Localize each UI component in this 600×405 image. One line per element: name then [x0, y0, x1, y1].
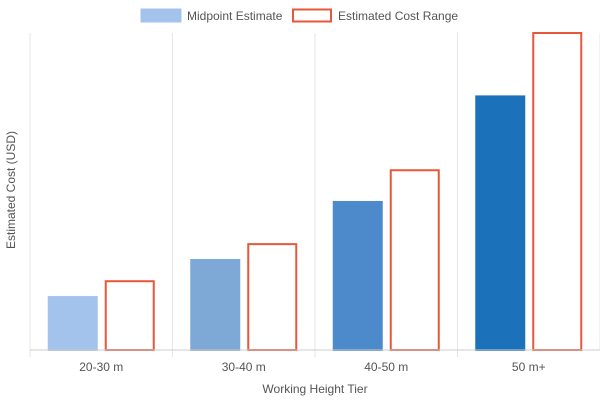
bar-range-2[interactable] [389, 169, 440, 351]
y-axis-title: Estimated Cost (USD) [4, 131, 18, 249]
legend-swatch-midpoint[interactable] [140, 8, 182, 23]
x-tick-label: 50 m+ [512, 360, 546, 374]
legend-label-midpoint[interactable]: Midpoint Estimate [187, 9, 283, 23]
bar-range-1[interactable] [247, 243, 298, 351]
bar-range-0[interactable] [104, 280, 155, 351]
x-tick-label: 20-30 m [79, 360, 123, 374]
x-tick-label: 30-40 m [222, 360, 266, 374]
legend-label-range[interactable]: Estimated Cost Range [338, 9, 458, 23]
x-axis-title: Working Height Tier [262, 382, 367, 396]
bar-midpoint-0[interactable] [47, 296, 98, 352]
legend: Midpoint Estimate Estimated Cost Range [140, 8, 458, 23]
bar-range-3[interactable] [532, 32, 583, 351]
legend-swatch-range[interactable] [292, 8, 332, 23]
x-tick-labels: 20-30 m 30-40 m 40-50 m 50 m+ [79, 360, 545, 374]
bar-midpoint-3[interactable] [475, 95, 526, 352]
bar-midpoint-1[interactable] [190, 258, 241, 351]
gridlines [29, 33, 600, 357]
x-tick-label: 40-50 m [364, 360, 408, 374]
bars [47, 32, 583, 352]
bar-midpoint-2[interactable] [332, 200, 383, 351]
